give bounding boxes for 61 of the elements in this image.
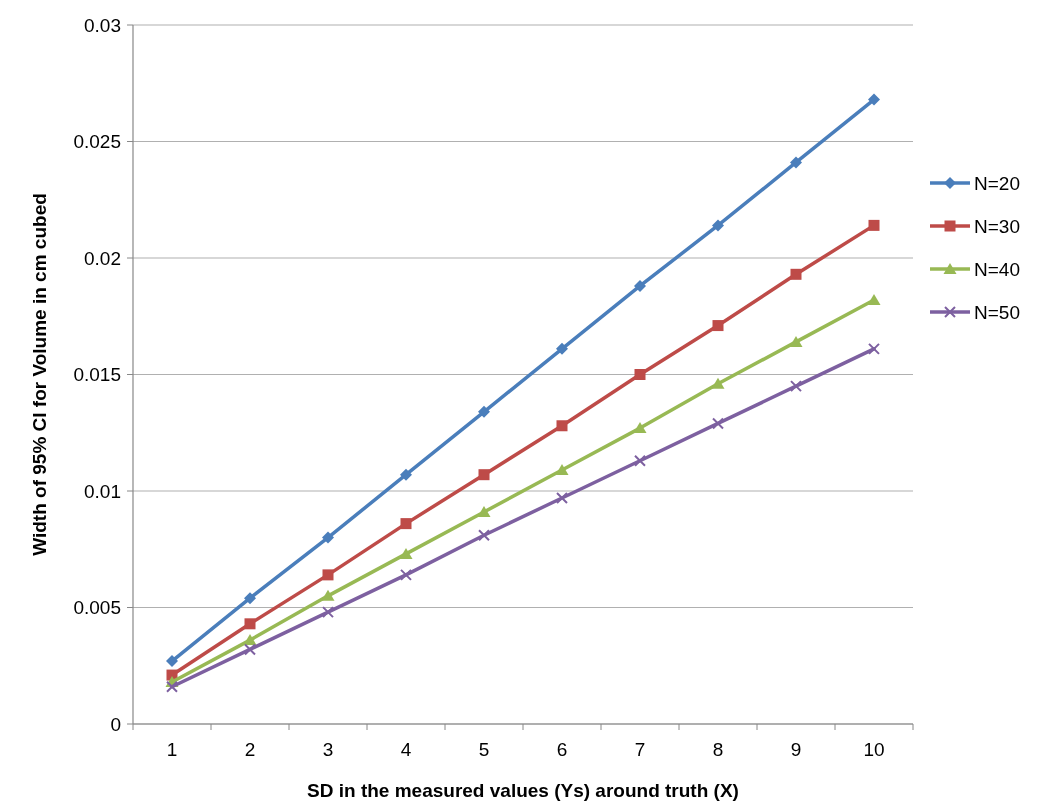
y-tick-label: 0.03 — [84, 14, 121, 36]
point — [244, 592, 256, 605]
point — [712, 219, 724, 232]
x-tick-label: 6 — [556, 739, 568, 760]
point — [477, 505, 491, 517]
y-tick-label: 0.025 — [73, 131, 121, 153]
point — [322, 606, 334, 619]
point — [712, 320, 724, 332]
point — [868, 342, 880, 355]
y-tick-label: 0.005 — [73, 597, 121, 619]
point — [789, 335, 803, 347]
legend-label: N=20 — [974, 172, 1020, 194]
x-tick-label: 1 — [166, 739, 178, 760]
legend-label: N=50 — [974, 301, 1020, 323]
point — [868, 93, 880, 106]
x-axis-title: SD in the measured values (Ys) around truth (X) — [307, 780, 739, 801]
x-tick-label: 5 — [478, 739, 490, 760]
legend-label: N=40 — [974, 258, 1020, 280]
point — [478, 469, 490, 481]
point — [634, 279, 646, 292]
y-tick-label: 0.015 — [73, 364, 121, 386]
point — [399, 547, 413, 559]
point — [243, 634, 257, 646]
point — [166, 680, 178, 693]
point — [556, 420, 568, 432]
x-tick-label: 9 — [790, 739, 802, 760]
point — [322, 531, 334, 544]
point — [322, 569, 334, 581]
point — [712, 417, 724, 430]
point — [166, 655, 178, 668]
point — [790, 156, 802, 169]
point — [633, 422, 647, 434]
point — [868, 219, 880, 231]
x-tick-label: 3 — [322, 739, 334, 760]
x-tick-label: 8 — [712, 739, 724, 760]
y-tick-label: 0.02 — [84, 247, 121, 269]
point — [321, 589, 335, 601]
point — [244, 643, 256, 656]
x-tick-label: 10 — [863, 739, 885, 760]
point — [555, 464, 569, 476]
y-tick-label: 0.01 — [84, 480, 121, 502]
point — [711, 377, 725, 389]
point — [400, 518, 412, 530]
y-axis-title: Width of 95% CI for Volume in cm cubed — [29, 193, 50, 556]
point — [634, 369, 646, 380]
point — [867, 293, 881, 305]
x-tick-label: 4 — [400, 739, 412, 760]
point — [478, 405, 490, 418]
point — [556, 491, 568, 504]
legend-label: N=30 — [974, 215, 1020, 237]
y-tick-label: 0 — [110, 713, 121, 735]
point — [244, 618, 256, 630]
x-tick-label: 7 — [634, 739, 646, 760]
point — [790, 268, 802, 280]
point — [556, 342, 568, 355]
point — [790, 380, 802, 393]
point — [400, 568, 412, 581]
point — [400, 468, 412, 481]
point — [634, 454, 646, 467]
x-tick-label: 2 — [244, 739, 256, 760]
point — [478, 529, 490, 542]
